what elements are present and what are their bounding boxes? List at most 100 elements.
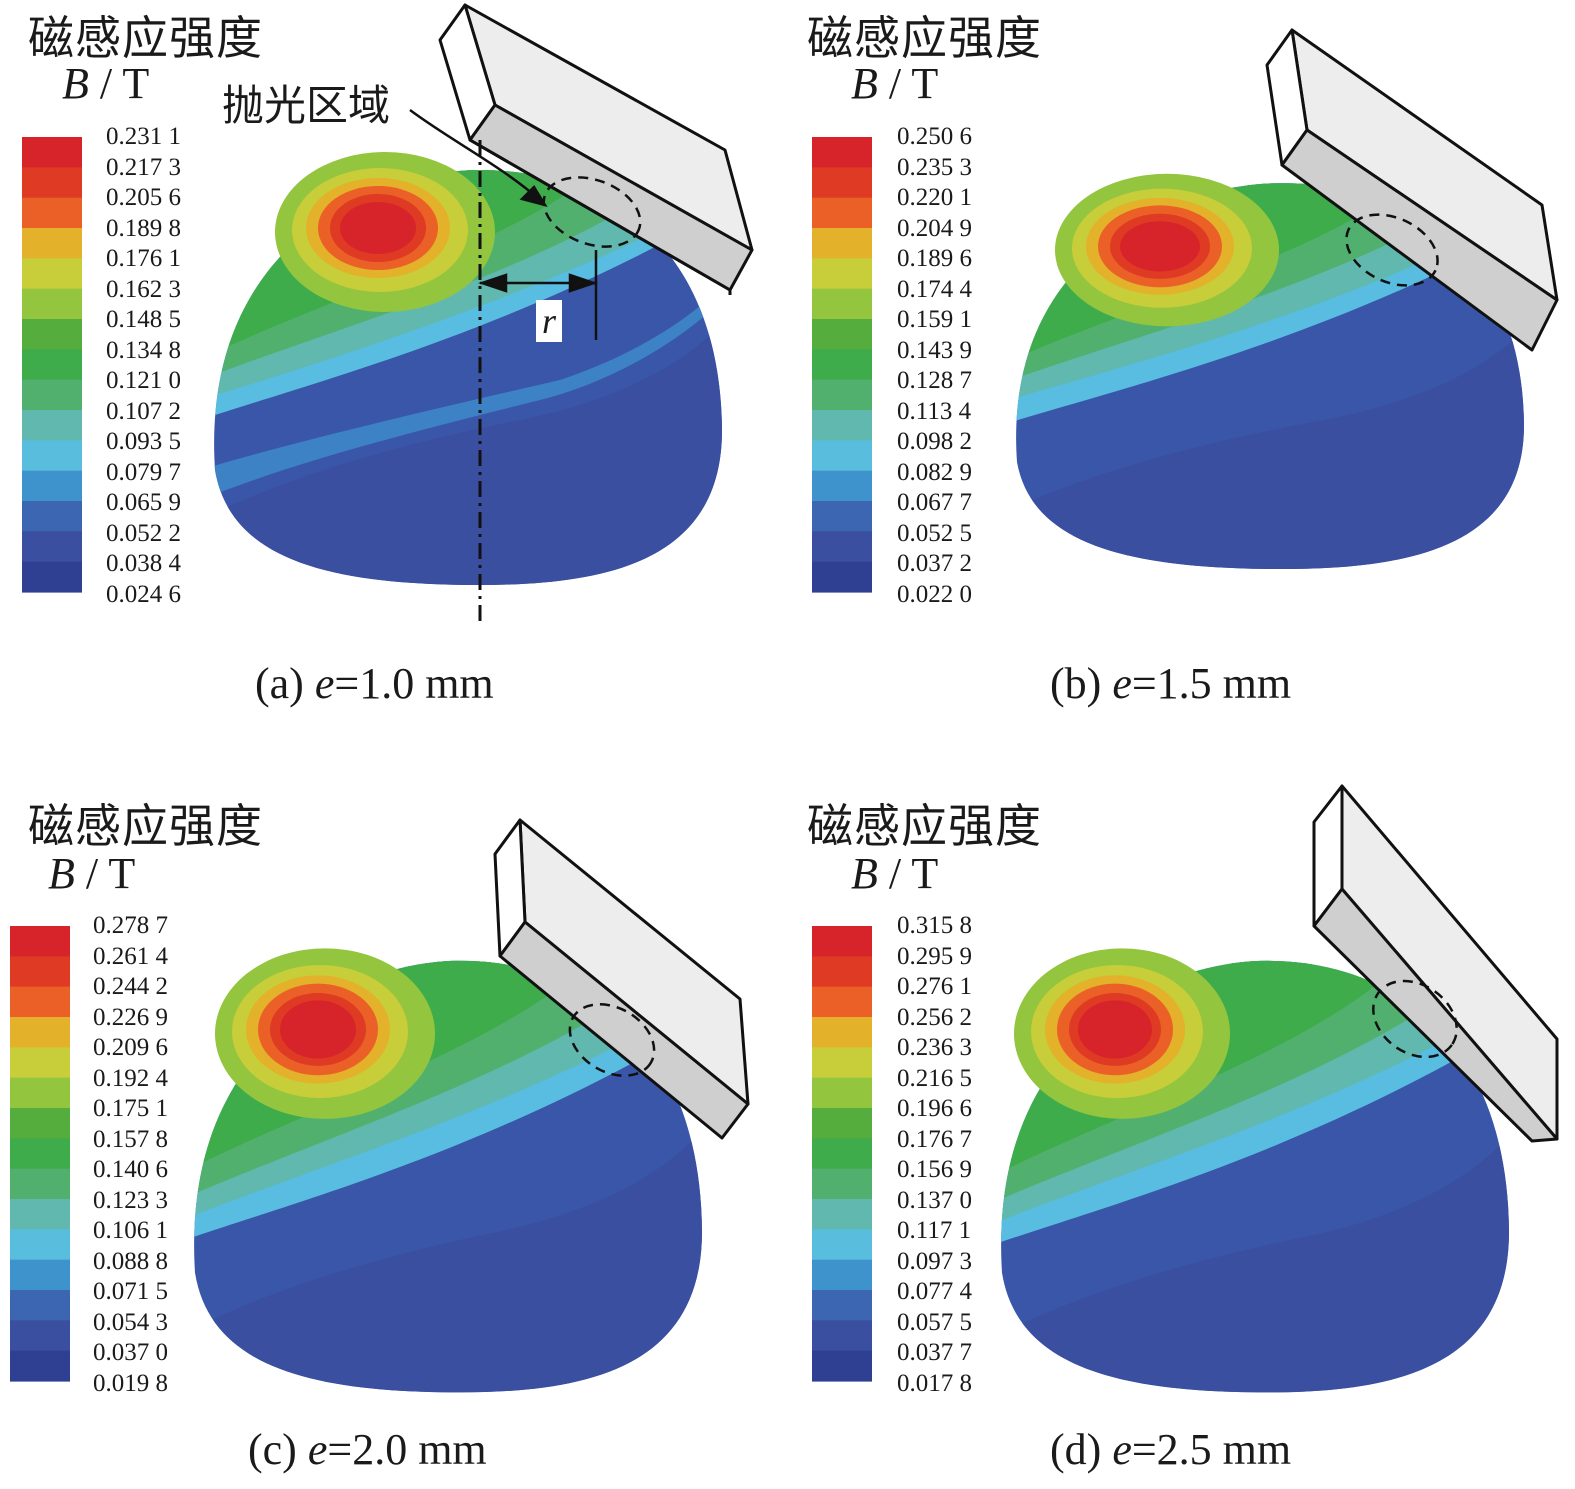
colorbar-segment	[22, 561, 82, 593]
magnet-block-b	[1265, 28, 1559, 352]
callout-arrow-a	[409, 108, 548, 207]
tick-label: 0.098 2	[897, 428, 972, 455]
legend-unit: B / T	[851, 58, 938, 109]
colorbar-segment	[812, 288, 872, 320]
tick-label: 0.137 0	[897, 1186, 972, 1214]
colorbar-segment	[22, 288, 82, 320]
colorbar-segment	[812, 197, 872, 229]
tick-label: 0.037 0	[93, 1339, 168, 1366]
tick-label: 0.148 5	[106, 306, 181, 333]
legend-title: 磁感应强度	[28, 11, 263, 65]
caption-prefix: (a)	[255, 659, 315, 708]
colorbar-segment	[10, 1199, 70, 1230]
tick-label: 0.204 9	[897, 214, 972, 242]
tick-label: 0.107 2	[106, 397, 181, 425]
caption-prefix: (d)	[1050, 1425, 1113, 1474]
colorbar-segment	[10, 1138, 70, 1170]
tick-label: 0.162 3	[106, 275, 181, 303]
caption-b: (b) e=1.5 mm	[1050, 658, 1291, 709]
unit-tesla: T	[911, 59, 939, 108]
unit-separator: /	[85, 849, 99, 898]
colorbar-segment	[812, 1047, 872, 1079]
colorbar-segment	[22, 228, 82, 259]
panel-c: 磁感应强度 B / T 0.278 7 0.261 4 0.244 2 0.22…	[0, 744, 787, 1488]
polishing-region-label: 抛光区域	[222, 81, 391, 130]
tick-label: 0.022 0	[897, 580, 972, 608]
tick-label: 0.176 7	[897, 1125, 972, 1153]
tick-label: 0.209 6	[93, 1034, 168, 1061]
colorbar-segment	[22, 197, 82, 229]
tick-label: 0.276 1	[897, 973, 972, 1000]
unit-symbol: B	[851, 59, 878, 108]
unit-symbol: B	[48, 849, 75, 898]
tick-label: 0.226 9	[93, 1003, 168, 1031]
colorbar-ticks-a: 0.231 1 0.217 3 0.205 6 0.189 8 0.176 1 …	[106, 122, 181, 610]
colorbar-segment	[22, 319, 82, 350]
tick-label: 0.236 3	[897, 1034, 972, 1061]
colorbar-segment	[812, 1320, 872, 1352]
colorbar-segment	[10, 956, 70, 988]
tick-label: 0.315 8	[897, 912, 972, 939]
caption-value: =1.0 mm	[334, 659, 494, 708]
unit-symbol: B	[62, 59, 89, 108]
tick-label: 0.117 1	[897, 1217, 972, 1244]
tick-label: 0.244 2	[93, 973, 168, 1000]
colorbar-d	[812, 926, 872, 1382]
panel-d: 磁感应强度 B / T 0.315 8 0.295 9 0.276 1 0.25…	[787, 744, 1574, 1488]
colorbar-segment	[812, 137, 872, 168]
field-plot-b	[812, 28, 1559, 593]
colorbar-segment	[812, 1138, 872, 1170]
tick-label: 0.174 4	[897, 275, 972, 303]
tick-label: 0.037 2	[897, 550, 972, 577]
colorbar-segment	[22, 531, 82, 563]
tick-label: 0.140 6	[93, 1156, 168, 1183]
colorbar-segment	[812, 167, 872, 199]
colorbar-segment	[812, 1108, 872, 1139]
colorbar-segment	[22, 167, 82, 199]
tick-label: 0.082 9	[897, 458, 972, 486]
colorbar-segment	[22, 440, 82, 472]
caption-variable: e	[307, 1425, 328, 1474]
legend-unit: B / T	[851, 848, 938, 899]
radius-dimension-a	[478, 250, 598, 340]
tick-label: 0.256 2	[897, 1003, 972, 1031]
legend-unit: B / T	[48, 848, 135, 899]
colorbar-segment	[812, 986, 872, 1018]
tick-label: 0.189 8	[106, 214, 181, 242]
tick-label: 0.192 4	[93, 1064, 168, 1092]
tick-label: 0.065 9	[106, 489, 181, 516]
colorbar-segment	[22, 258, 82, 290]
colorbar-segment	[812, 1259, 872, 1291]
unit-separator: /	[99, 59, 113, 108]
tick-label: 0.235 3	[897, 153, 972, 181]
caption-value: =1.5 mm	[1131, 659, 1292, 708]
tick-label: 0.052 5	[897, 519, 972, 547]
colorbar-segment	[10, 1108, 70, 1139]
polishing-region-marker-c	[568, 1003, 656, 1077]
tick-label: 0.067 7	[897, 489, 972, 516]
colorbar-segment	[10, 986, 70, 1018]
caption-variable: e	[314, 659, 335, 708]
caption-variable: e	[1112, 1425, 1132, 1474]
caption-a: (a) e=1.0 mm	[255, 658, 494, 709]
tick-label: 0.017 8	[897, 1369, 972, 1397]
colorbar-segment	[22, 410, 82, 441]
colorbar-ticks-c: 0.278 7 0.261 4 0.244 2 0.226 9 0.209 6 …	[93, 911, 168, 1399]
colorbar-segment	[22, 379, 82, 411]
tick-label: 0.052 2	[106, 519, 181, 547]
colorbar-segment	[10, 1077, 70, 1109]
colorbar-segment	[812, 926, 872, 957]
colorbar-segment	[812, 1168, 872, 1200]
colorbar-segment	[22, 137, 82, 168]
panel-a: 磁感应强度 B / T 0.231 1 0.217 3 0.205 6 0.18…	[0, 0, 787, 744]
tick-label: 0.037 7	[897, 1339, 972, 1366]
tick-label: 0.106 1	[93, 1217, 168, 1244]
tick-label: 0.038 4	[106, 550, 181, 577]
colorbar-ticks-d: 0.315 8 0.295 9 0.276 1 0.256 2 0.236 3 …	[897, 911, 972, 1399]
colorbar-segment	[22, 349, 82, 381]
tick-label: 0.143 9	[897, 336, 972, 364]
tick-label: 0.189 6	[897, 245, 972, 272]
tick-label: 0.077 4	[897, 1278, 972, 1305]
caption-value: =2.5 mm	[1131, 1425, 1292, 1474]
tick-label: 0.156 9	[897, 1156, 972, 1183]
